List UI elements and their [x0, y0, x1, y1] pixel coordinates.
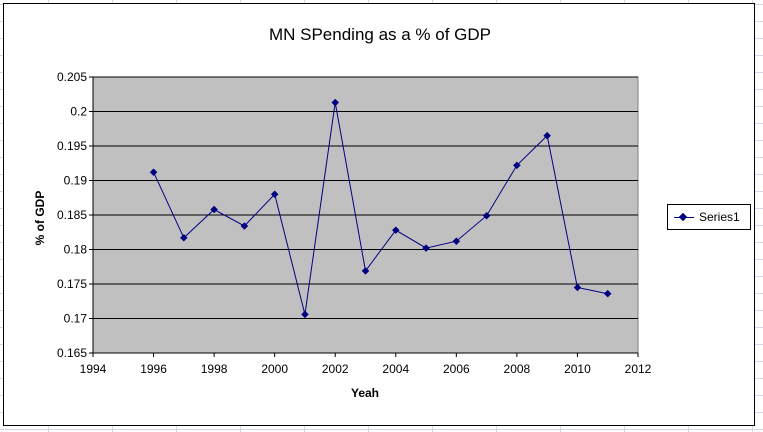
data-point	[179, 233, 188, 242]
x-tick-label: 2008	[504, 362, 531, 376]
y-tick-label: 0.185	[57, 208, 87, 222]
legend[interactable]: Series1	[667, 204, 751, 230]
y-tick-label: 0.165	[57, 346, 87, 360]
data-point	[482, 211, 491, 220]
legend-series-label: Series1	[699, 210, 740, 224]
data-point	[210, 205, 218, 214]
data-point	[391, 226, 400, 235]
y-tick-label: 0.18	[64, 243, 88, 257]
data-point	[543, 131, 552, 140]
data-point	[149, 168, 158, 177]
data-point	[573, 283, 582, 292]
x-tick-label: 1996	[140, 362, 167, 376]
chart-title: MN SPending as a % of GDP	[268, 25, 492, 44]
data-point	[452, 237, 461, 246]
y-tick-label: 0.175	[57, 277, 87, 291]
x-tick-label: 2000	[261, 362, 288, 376]
y-axis-title: % of GDP	[33, 191, 47, 246]
series-line	[153, 102, 608, 315]
chart-plot: 1994 1996 1998 2000 2002 2004 2006 2008 2010 2012…	[33, 70, 652, 400]
x-tick-label: 2010	[564, 362, 591, 376]
x-tick-label: 1994	[80, 362, 107, 376]
data-point	[361, 267, 370, 275]
y-tick-label: 0.17	[64, 312, 88, 326]
y-tick-label: 0.205	[57, 70, 87, 84]
x-tick-label: 1998	[201, 362, 228, 376]
data-point	[513, 161, 521, 170]
x-tick-label: 2006	[443, 362, 470, 376]
y-tick-label: 0.19	[64, 174, 88, 188]
y-tick-label: 0.195	[57, 139, 87, 153]
data-point	[270, 190, 279, 199]
legend-series-marker	[678, 212, 688, 222]
y-tick-label: 0.2	[70, 105, 87, 119]
x-axis-title: Yeah	[351, 386, 379, 400]
data-point	[240, 222, 249, 230]
chart-area[interactable]: MN SPending as a % of GDP 1994 1996 1998 20…	[3, 3, 755, 426]
x-tick-label: 2012	[625, 362, 652, 376]
data-point	[422, 244, 430, 252]
x-tick-label: 2004	[382, 362, 409, 376]
data-point	[331, 98, 340, 107]
x-tick-label: 2002	[322, 362, 349, 376]
data-point	[603, 289, 612, 298]
data-point	[301, 310, 309, 319]
